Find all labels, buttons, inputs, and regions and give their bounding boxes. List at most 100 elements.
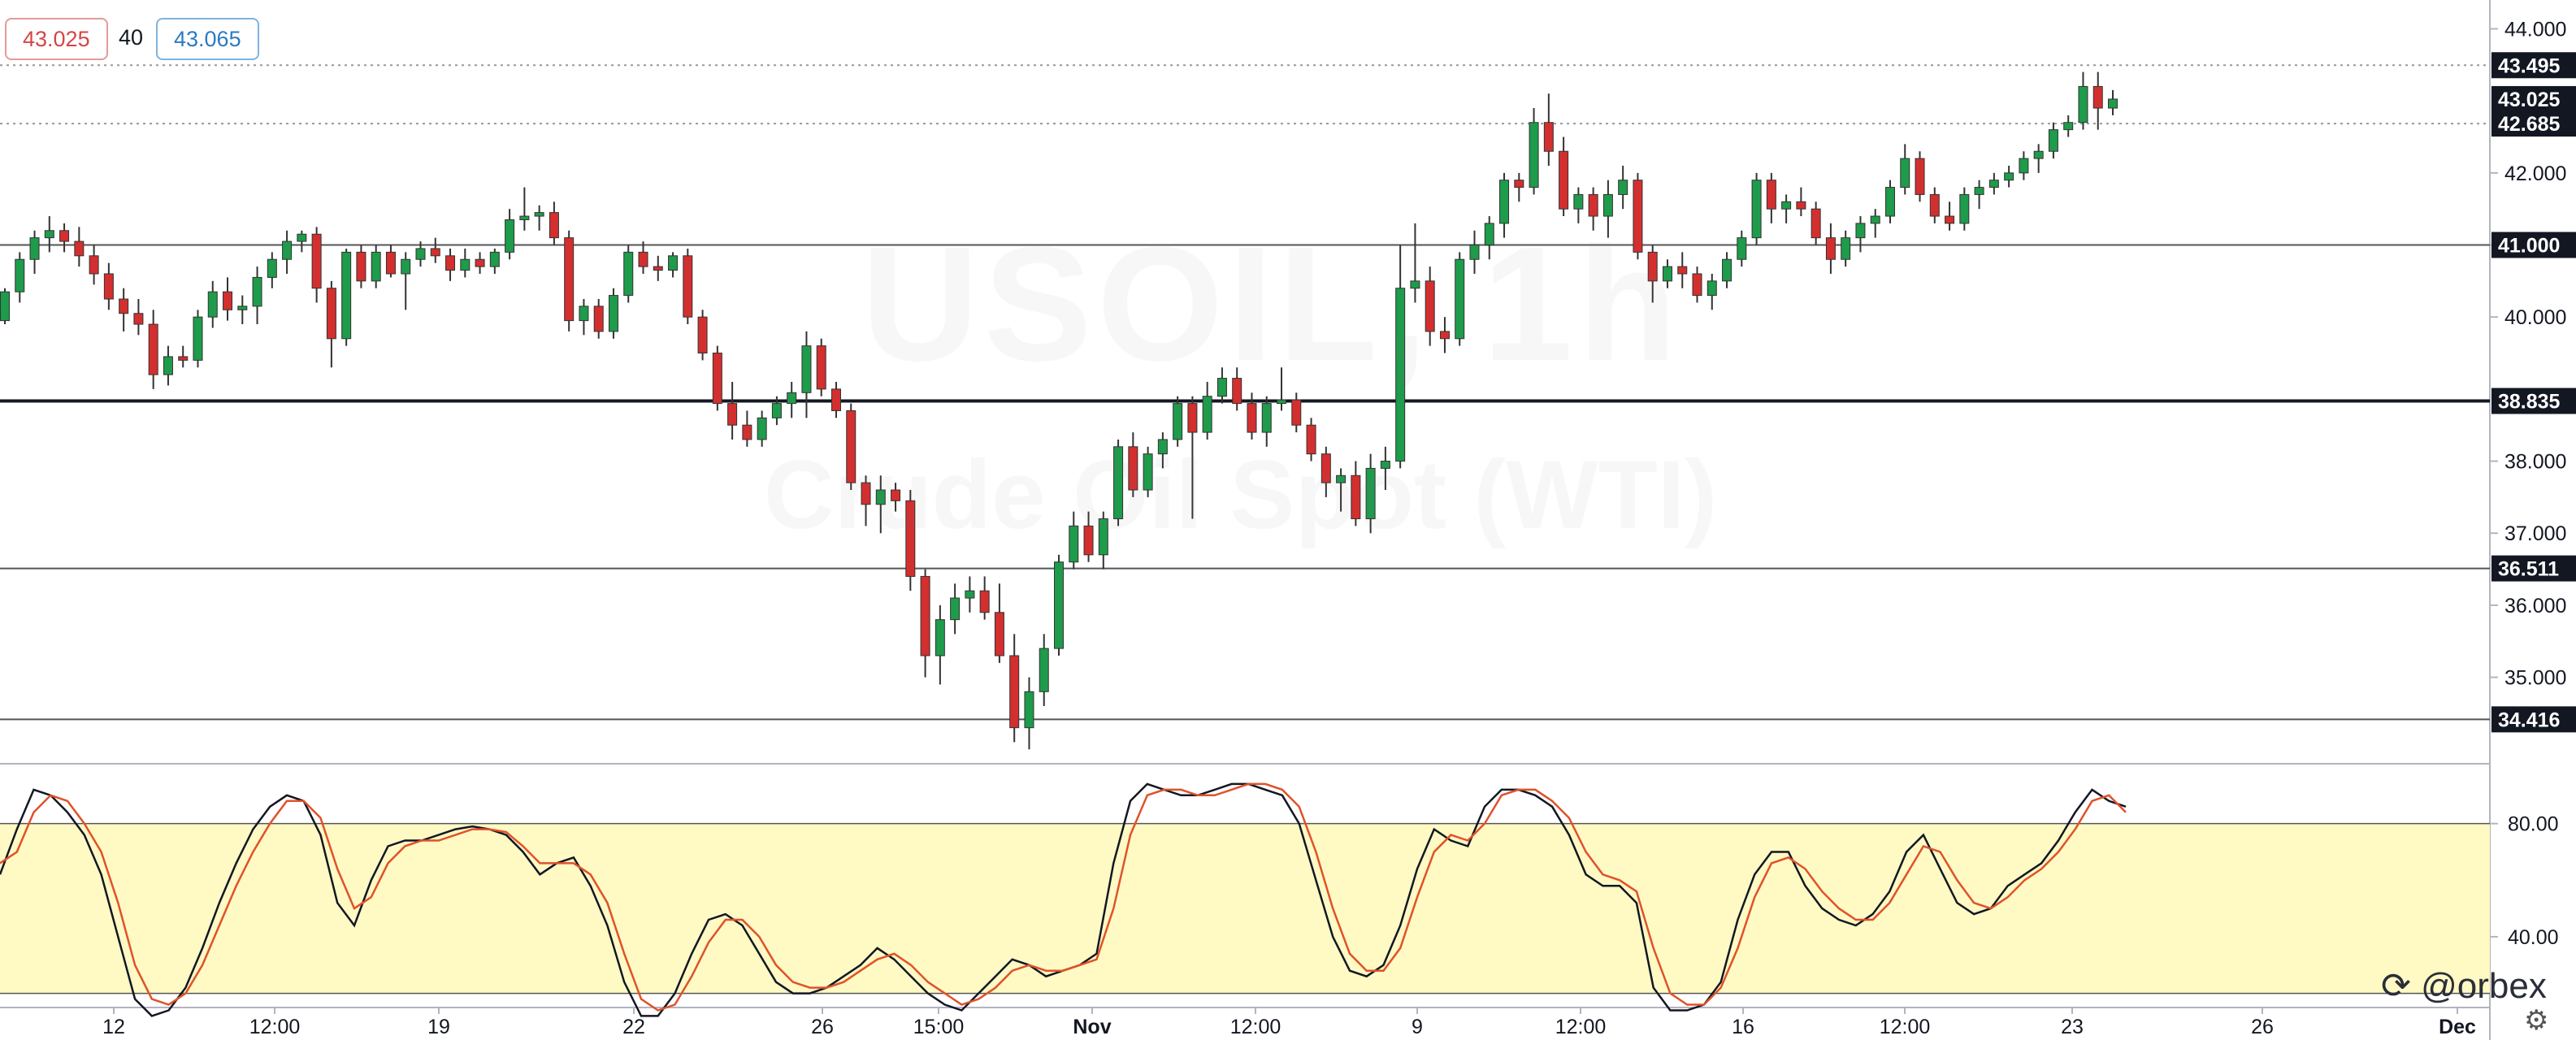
candle-up [1988,180,1999,188]
candle-up [757,417,767,440]
candle-up [1900,158,1910,188]
candle-down [979,590,990,613]
candle-up [1781,201,1792,210]
brand-logo: ⟳ @orbex [2381,965,2547,1007]
settings-gear-icon[interactable]: ⚙ [2524,1005,2549,1036]
candle-up [371,251,381,282]
candle-up [1751,180,1762,239]
candle-down [994,612,1004,656]
candle-down [311,233,322,289]
candle-down [2092,85,2103,109]
candle-up [1870,215,1880,224]
level-label: 41.000 [2498,235,2560,258]
candle-up [0,291,10,322]
price-tick-label: 42.000 [2504,162,2566,185]
candle-down [1351,474,1361,519]
last-price-box [2491,85,2576,112]
candle-up [163,356,173,375]
candle-up [1143,453,1153,491]
candle-up [608,295,618,332]
candle-down [1677,266,1688,275]
level-label-box [2491,388,2576,414]
candle-up [2048,129,2058,152]
candle-up [801,345,812,393]
candle-up [1974,187,1984,195]
candle-down [1425,280,1435,332]
candle-down [653,266,663,271]
candle-up [2033,150,2044,159]
candle-down [1514,180,1524,188]
candle-up [1069,525,1079,563]
candle-up [282,240,293,260]
time-tick-label: 16 [1732,1016,1754,1038]
candle-up [1618,180,1628,195]
orbex-logo-icon: ⟳ [2381,966,2411,1006]
candle-up [1737,237,1747,260]
candle-down [891,489,901,501]
candle-up [489,251,500,267]
candle-down [1321,453,1331,483]
candle-up [415,248,426,260]
time-tick-label: 26 [811,1016,834,1038]
candle-down [89,255,99,275]
price-tick-label: 36.000 [2504,595,2566,618]
time-tick-label: 9 [1412,1016,1423,1038]
candle-down [742,424,752,440]
level-label-box [2491,706,2576,733]
time-tick-label: 12:00 [1230,1016,1281,1038]
candle-up [1216,378,1227,397]
candle-down [697,316,708,354]
level-label: 42.685 [2498,113,2561,136]
candle-up [252,276,262,307]
brand-handle: @orbex [2421,966,2547,1006]
candle-down [1825,237,1836,260]
time-tick-label: Dec [2439,1016,2476,1038]
candle-up [29,237,40,260]
candle-down [1915,158,1925,195]
candle-up [460,258,471,271]
candle-down [1559,150,1569,210]
candle-up [1499,180,1510,224]
candle-down [356,251,366,282]
candle-down [475,258,485,267]
candle-up [1277,399,1287,405]
level-label-box [2491,232,2576,258]
candle-up [1959,193,1970,224]
candle-up [341,251,352,340]
time-tick-label: 12 [102,1016,125,1038]
candle-up [950,597,961,621]
time-tick-label: 12:00 [1880,1016,1931,1038]
candle-down [549,212,559,239]
candle-down [846,410,856,483]
candle-up [267,258,277,278]
candle-up [965,590,975,599]
candle-down [1083,525,1094,556]
candle-down [727,403,738,426]
candle-up [1039,648,1049,692]
time-tick-label: 26 [2251,1016,2274,1038]
candle-down [564,237,575,322]
candle-down [1232,378,1242,405]
level-label: 43.495 [2498,54,2561,77]
candle-down [148,323,158,375]
candle-down [920,575,930,656]
candle-up [2078,85,2088,124]
candle-up [2063,122,2074,131]
ask-price-button[interactable]: 43.065 [156,18,259,60]
candle-down [861,482,871,505]
candle-up [1884,187,1895,217]
price-tick-label: 40.000 [2504,306,2566,329]
candle-down [1588,193,1598,217]
candle-down [816,345,826,390]
time-tick-label: 22 [622,1016,645,1038]
level-label-box [2491,555,2576,582]
bid-price-button[interactable]: 43.025 [5,18,108,60]
candle-up [1855,223,1866,239]
candle-down [1945,215,1955,224]
level-label-box [2491,110,2576,137]
candle-up [771,403,782,418]
candle-down [59,230,70,242]
candle-down [1128,446,1138,491]
candle-up [237,306,248,310]
